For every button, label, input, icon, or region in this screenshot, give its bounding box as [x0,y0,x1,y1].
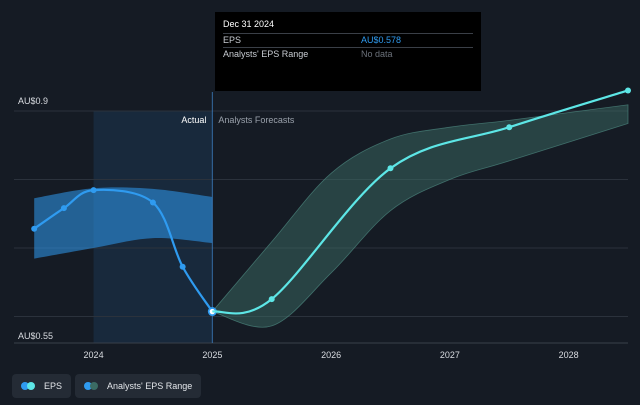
legend-label-eps: EPS [44,381,63,391]
tooltip-date: Dec 31 2024 [223,19,275,29]
tooltip-row-eps: EPS AU$0.578 [223,33,473,47]
eps-forecast-point[interactable] [387,165,394,172]
eps-range-band-forecast [211,104,629,328]
eps-legend-icon [21,382,37,390]
eps-actual-point[interactable] [60,205,67,212]
actual-section-label: Actual [181,115,206,125]
tooltip-range-value: No data [361,49,393,59]
range-legend-icon [84,382,100,390]
x-axis-tick-label: 2028 [559,350,579,360]
tooltip-eps-value: AU$0.578 [361,35,402,45]
x-axis-tick-label: 2027 [440,350,460,360]
tooltip-row-range: Analysts' EPS Range No data [223,47,473,61]
eps-forecast-point[interactable] [268,296,275,303]
eps-actual-point[interactable] [179,263,186,270]
y-axis-label: AU$0.55 [18,331,53,341]
eps-forecast-point[interactable] [625,87,631,94]
tooltip-eps-label: EPS [223,35,242,45]
range-legend-dot-actual [84,382,93,390]
eps-actual-point[interactable] [31,225,38,232]
x-axis-tick-label: 2025 [202,350,222,360]
forecast-section-label: Analysts Forecasts [218,115,295,125]
eps-actual-point[interactable] [90,187,97,194]
x-axis-tick-label: 2026 [321,350,341,360]
eps-range-band-actual [34,187,213,259]
hover-tooltip: Dec 31 2024 EPS AU$0.578 Analysts' EPS R… [215,12,481,91]
eps-legend-dot-actual [21,382,29,390]
chart-legend: EPS Analysts' EPS Range [12,374,202,398]
x-axis-tick-label: 2024 [84,350,104,360]
eps-legend-dot-forecast [27,382,35,390]
legend-label-eps-range: Analysts' EPS Range [107,381,193,391]
legend-item-eps[interactable]: EPS [12,374,72,398]
range-legend-dot-forecast [90,382,99,390]
eps-actual-point[interactable] [149,199,156,206]
eps-forecast-point[interactable] [506,124,513,131]
y-axis-label: AU$0.9 [18,96,48,106]
legend-item-eps-range[interactable]: Analysts' EPS Range [75,374,202,398]
tooltip-range-label: Analysts' EPS Range [223,49,309,59]
